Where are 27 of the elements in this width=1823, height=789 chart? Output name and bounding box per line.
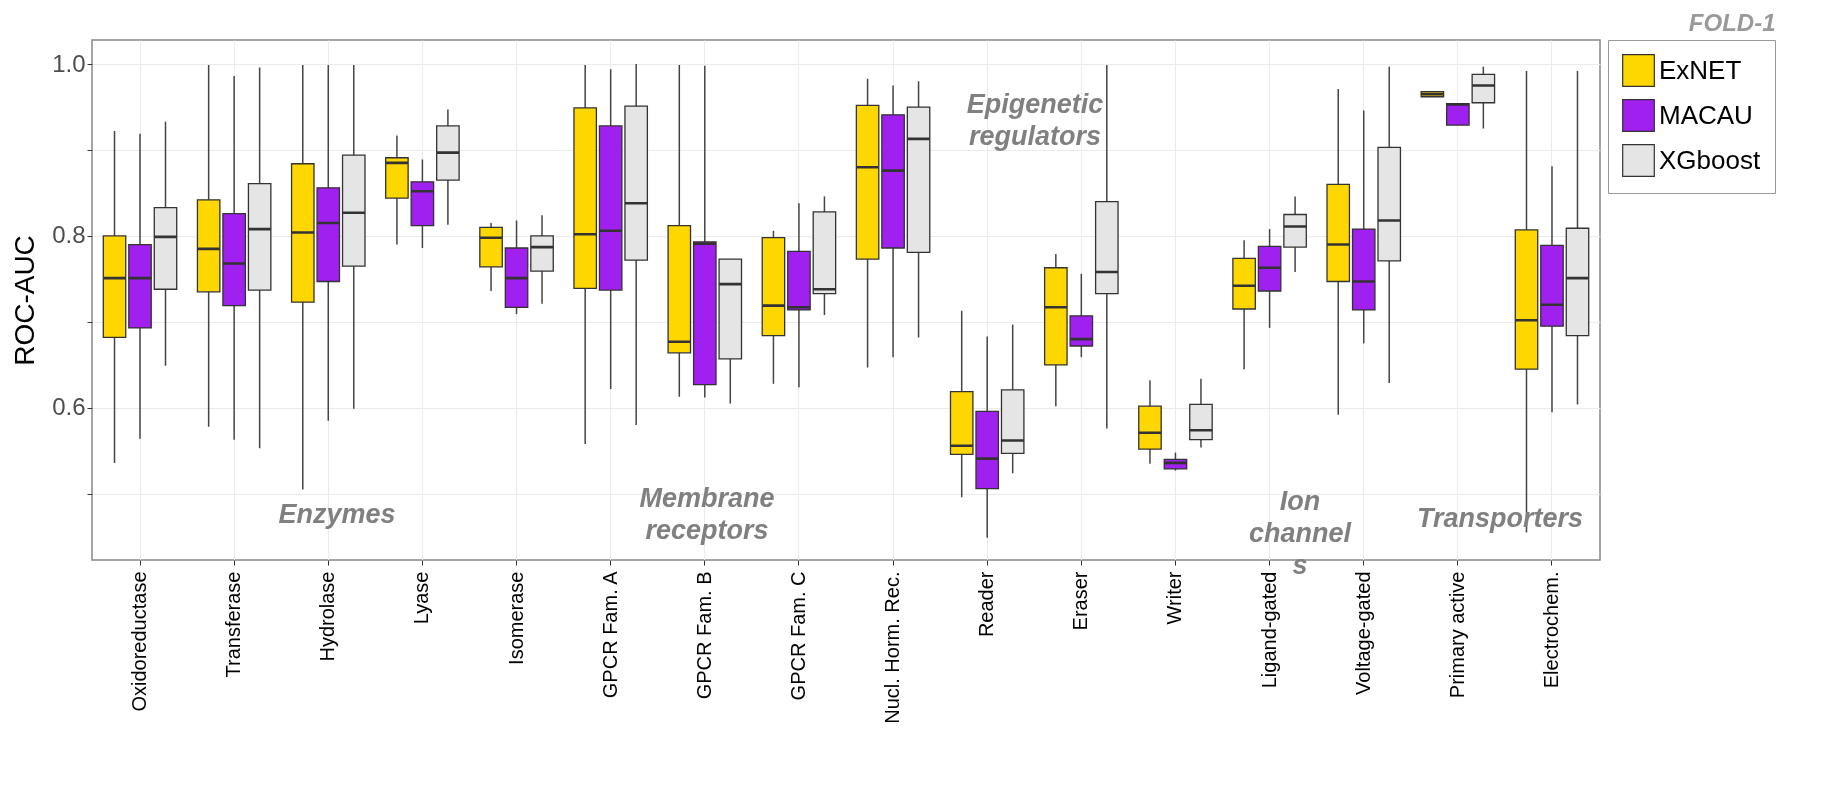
x-tick-label: Lyase [410, 571, 433, 625]
y-tick-label: 1.0 [52, 49, 86, 77]
annotation: Epigenetic regulators [966, 89, 1104, 151]
x-tick-label: GPCR Fam. A [598, 570, 621, 699]
x-tick-label: Eraser [1069, 571, 1092, 631]
x-tick-label: GPCR Fam. B [692, 571, 715, 700]
y-tick-label: 0.6 [52, 393, 86, 421]
x-tick-label: Electrochem. [1539, 571, 1562, 689]
x-tick-label: Isomerase [504, 571, 527, 665]
x-tick-label: Writer [1163, 571, 1186, 625]
x-tick-label: Voltage-gated [1351, 571, 1374, 695]
x-tick-label: Nucl. Horm. Rec. [881, 571, 904, 724]
annotation: Membrane receptors [639, 483, 775, 545]
y-axis-title: ROC-AUC [9, 235, 41, 366]
x-tick-label: Reader [975, 571, 998, 638]
y-tick-label: 0.8 [52, 221, 86, 249]
legend-label: MACAU [1659, 99, 1753, 130]
x-tick-label: Transferase [222, 571, 245, 678]
annotation: Enzymes [278, 499, 396, 529]
x-tick-label: GPCR Fam. C [786, 571, 809, 701]
x-tick-label: Primary active [1445, 571, 1468, 699]
text: FOLD-1 [1688, 8, 1776, 36]
legend-label: ExNET [1659, 54, 1742, 85]
legend-label: XGboost [1659, 144, 1761, 175]
x-tick-label: Ligand-gated [1257, 571, 1280, 689]
x-tick-label: Oxidoreductase [128, 571, 151, 712]
x-tick-label: Hydrolase [316, 571, 339, 662]
